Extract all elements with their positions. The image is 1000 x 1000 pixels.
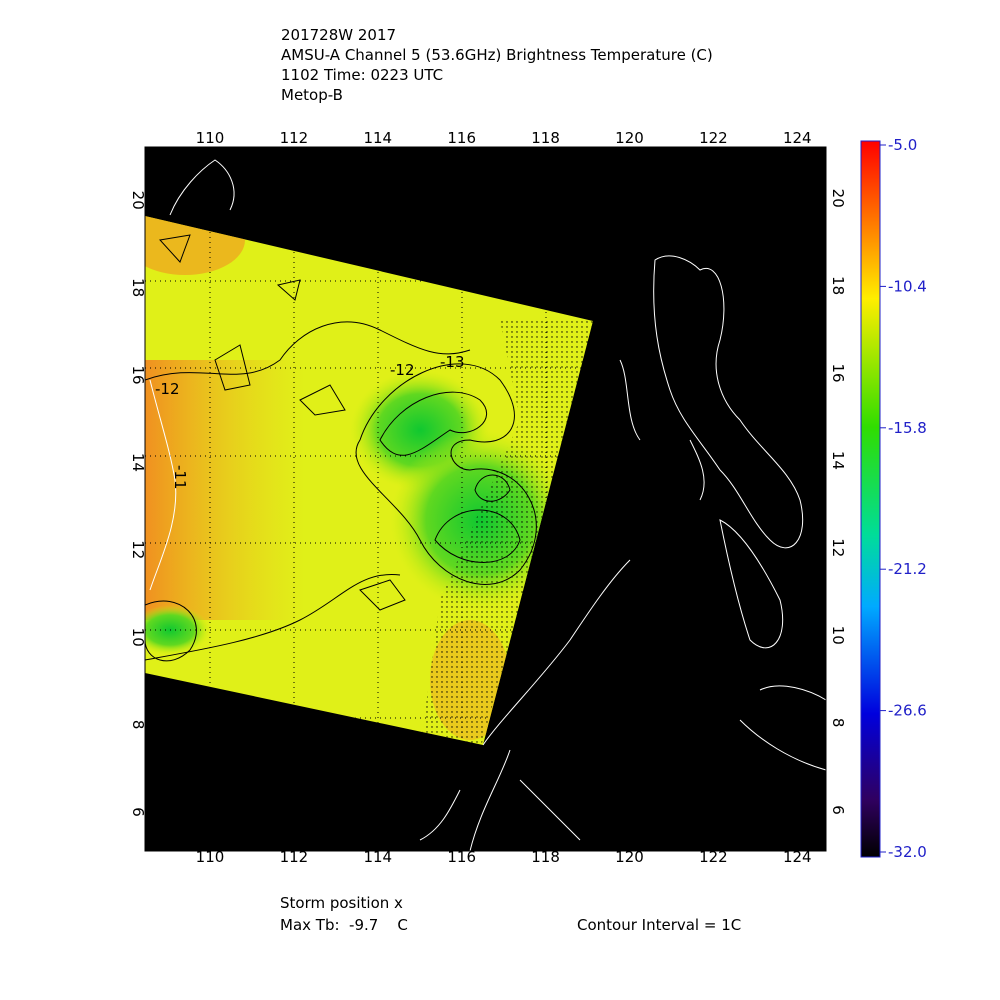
lat-label-right: 8 <box>829 718 847 728</box>
lat-label-right: 16 <box>829 363 847 382</box>
swath <box>145 216 593 745</box>
lat-label-left: 16 <box>129 365 147 384</box>
lat-label-left: 18 <box>129 278 147 297</box>
lat-label-left: 8 <box>129 720 147 730</box>
header-line: 1102 Time: 0223 UTC <box>281 66 443 84</box>
colorbar-label: -26.6 <box>888 702 927 720</box>
lat-label-right: 18 <box>829 276 847 295</box>
header: 201728W 2017 AMSU-A Channel 5 (53.6GHz) … <box>281 26 713 104</box>
lon-label-top: 112 <box>280 129 309 147</box>
lat-label-right: 6 <box>829 805 847 815</box>
lat-label-left: 14 <box>129 453 147 472</box>
map: -12 -12 -13 -11 <box>144 146 827 852</box>
lon-label-bottom: 118 <box>531 848 560 866</box>
lat-label-right: 20 <box>829 189 847 208</box>
lat-label-left: 10 <box>129 628 147 647</box>
lon-label-top: 122 <box>699 129 728 147</box>
lon-label-top: 120 <box>615 129 644 147</box>
coastline <box>149 159 827 852</box>
colorbar-label: -21.2 <box>888 560 927 578</box>
header-line: AMSU-A Channel 5 (53.6GHz) Brightness Te… <box>281 46 713 64</box>
lon-label-top: 118 <box>531 129 560 147</box>
lon-label-bottom: 114 <box>363 848 392 866</box>
contour-label: -13 <box>440 353 465 371</box>
lon-label-bottom: 120 <box>615 848 644 866</box>
map-frame <box>144 146 827 852</box>
colorbar-label: -32.0 <box>888 843 927 861</box>
lat-label-right: 14 <box>829 451 847 470</box>
colorbar: -5.0 -10.4 -15.8 -21.2 -26.6 -32.0 <box>860 136 927 861</box>
max-tb: Max Tb: -9.7 C <box>280 916 408 934</box>
lon-label-top: 116 <box>447 129 476 147</box>
storm-position: Storm position x <box>280 894 403 912</box>
colorbar-label: -10.4 <box>888 277 927 295</box>
colorbar-label: -15.8 <box>888 419 927 437</box>
lon-label-top: 110 <box>196 129 225 147</box>
lat-label-left: 20 <box>129 191 147 210</box>
header-line: Metop-B <box>281 86 343 104</box>
lon-label-bottom: 110 <box>196 848 225 866</box>
colorbar-scale <box>860 140 881 858</box>
lon-label-top: 124 <box>783 129 812 147</box>
header-line: 201728W 2017 <box>281 26 396 44</box>
footer: Storm position x Max Tb: -9.7 C Contour … <box>280 894 741 934</box>
contour-interval: Contour Interval = 1C <box>577 916 741 934</box>
lon-label-bottom: 116 <box>447 848 476 866</box>
lat-label-left: 6 <box>129 807 147 817</box>
contour-label: -12 <box>390 361 415 379</box>
lon-label-bottom: 122 <box>699 848 728 866</box>
contour-label: -11 <box>171 465 189 490</box>
contour-label: -12 <box>155 380 180 398</box>
colorbar-label: -5.0 <box>888 136 917 154</box>
lon-label-bottom: 124 <box>783 848 812 866</box>
lat-label-left: 12 <box>129 540 147 559</box>
lon-label-bottom: 112 <box>280 848 309 866</box>
lon-label-top: 114 <box>363 129 392 147</box>
lat-label-right: 12 <box>829 538 847 557</box>
lat-label-right: 10 <box>829 626 847 645</box>
